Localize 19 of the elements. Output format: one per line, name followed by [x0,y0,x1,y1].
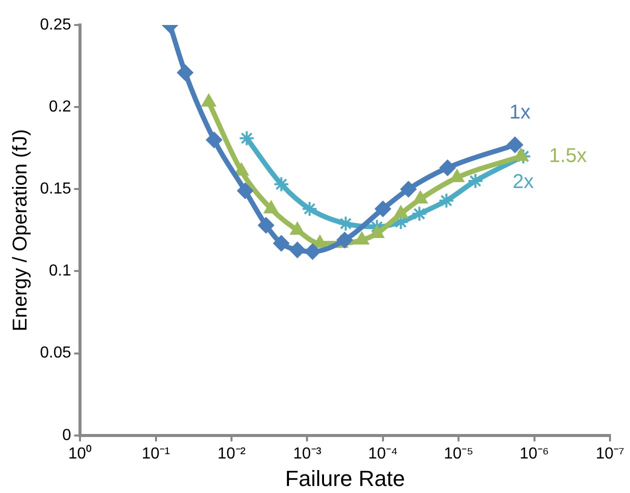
x-axis-title: Failure Rate [285,466,405,491]
x-tick-label: 10⁻⁴ [368,445,398,462]
y-tick-label: 0.05 [40,344,72,362]
x-tick-label: 10⁻³ [293,445,322,462]
y-tick-label: 0.2 [48,98,72,116]
series-label: 2x [512,170,534,193]
x-tick-label: 10⁻¹ [142,445,170,462]
x-tick-label: 10⁻⁶ [520,445,549,462]
x-tick-label: 10⁻⁵ [444,445,474,462]
y-axis-title: Energy / Operation (fJ) [10,129,32,332]
series-label: 1x [509,101,531,124]
y-tick-label: 0 [62,426,72,444]
x-tick-label: 10⁻⁷ [596,445,624,462]
x-tick-label: 10⁰ [68,444,92,462]
y-tick-label: 0.1 [48,262,72,280]
x-tick-label: 10⁻² [217,445,246,462]
y-tick-label: 0.15 [40,180,72,198]
series-label: 1.5x [548,144,587,167]
y-tick-label: 0.25 [40,16,72,34]
